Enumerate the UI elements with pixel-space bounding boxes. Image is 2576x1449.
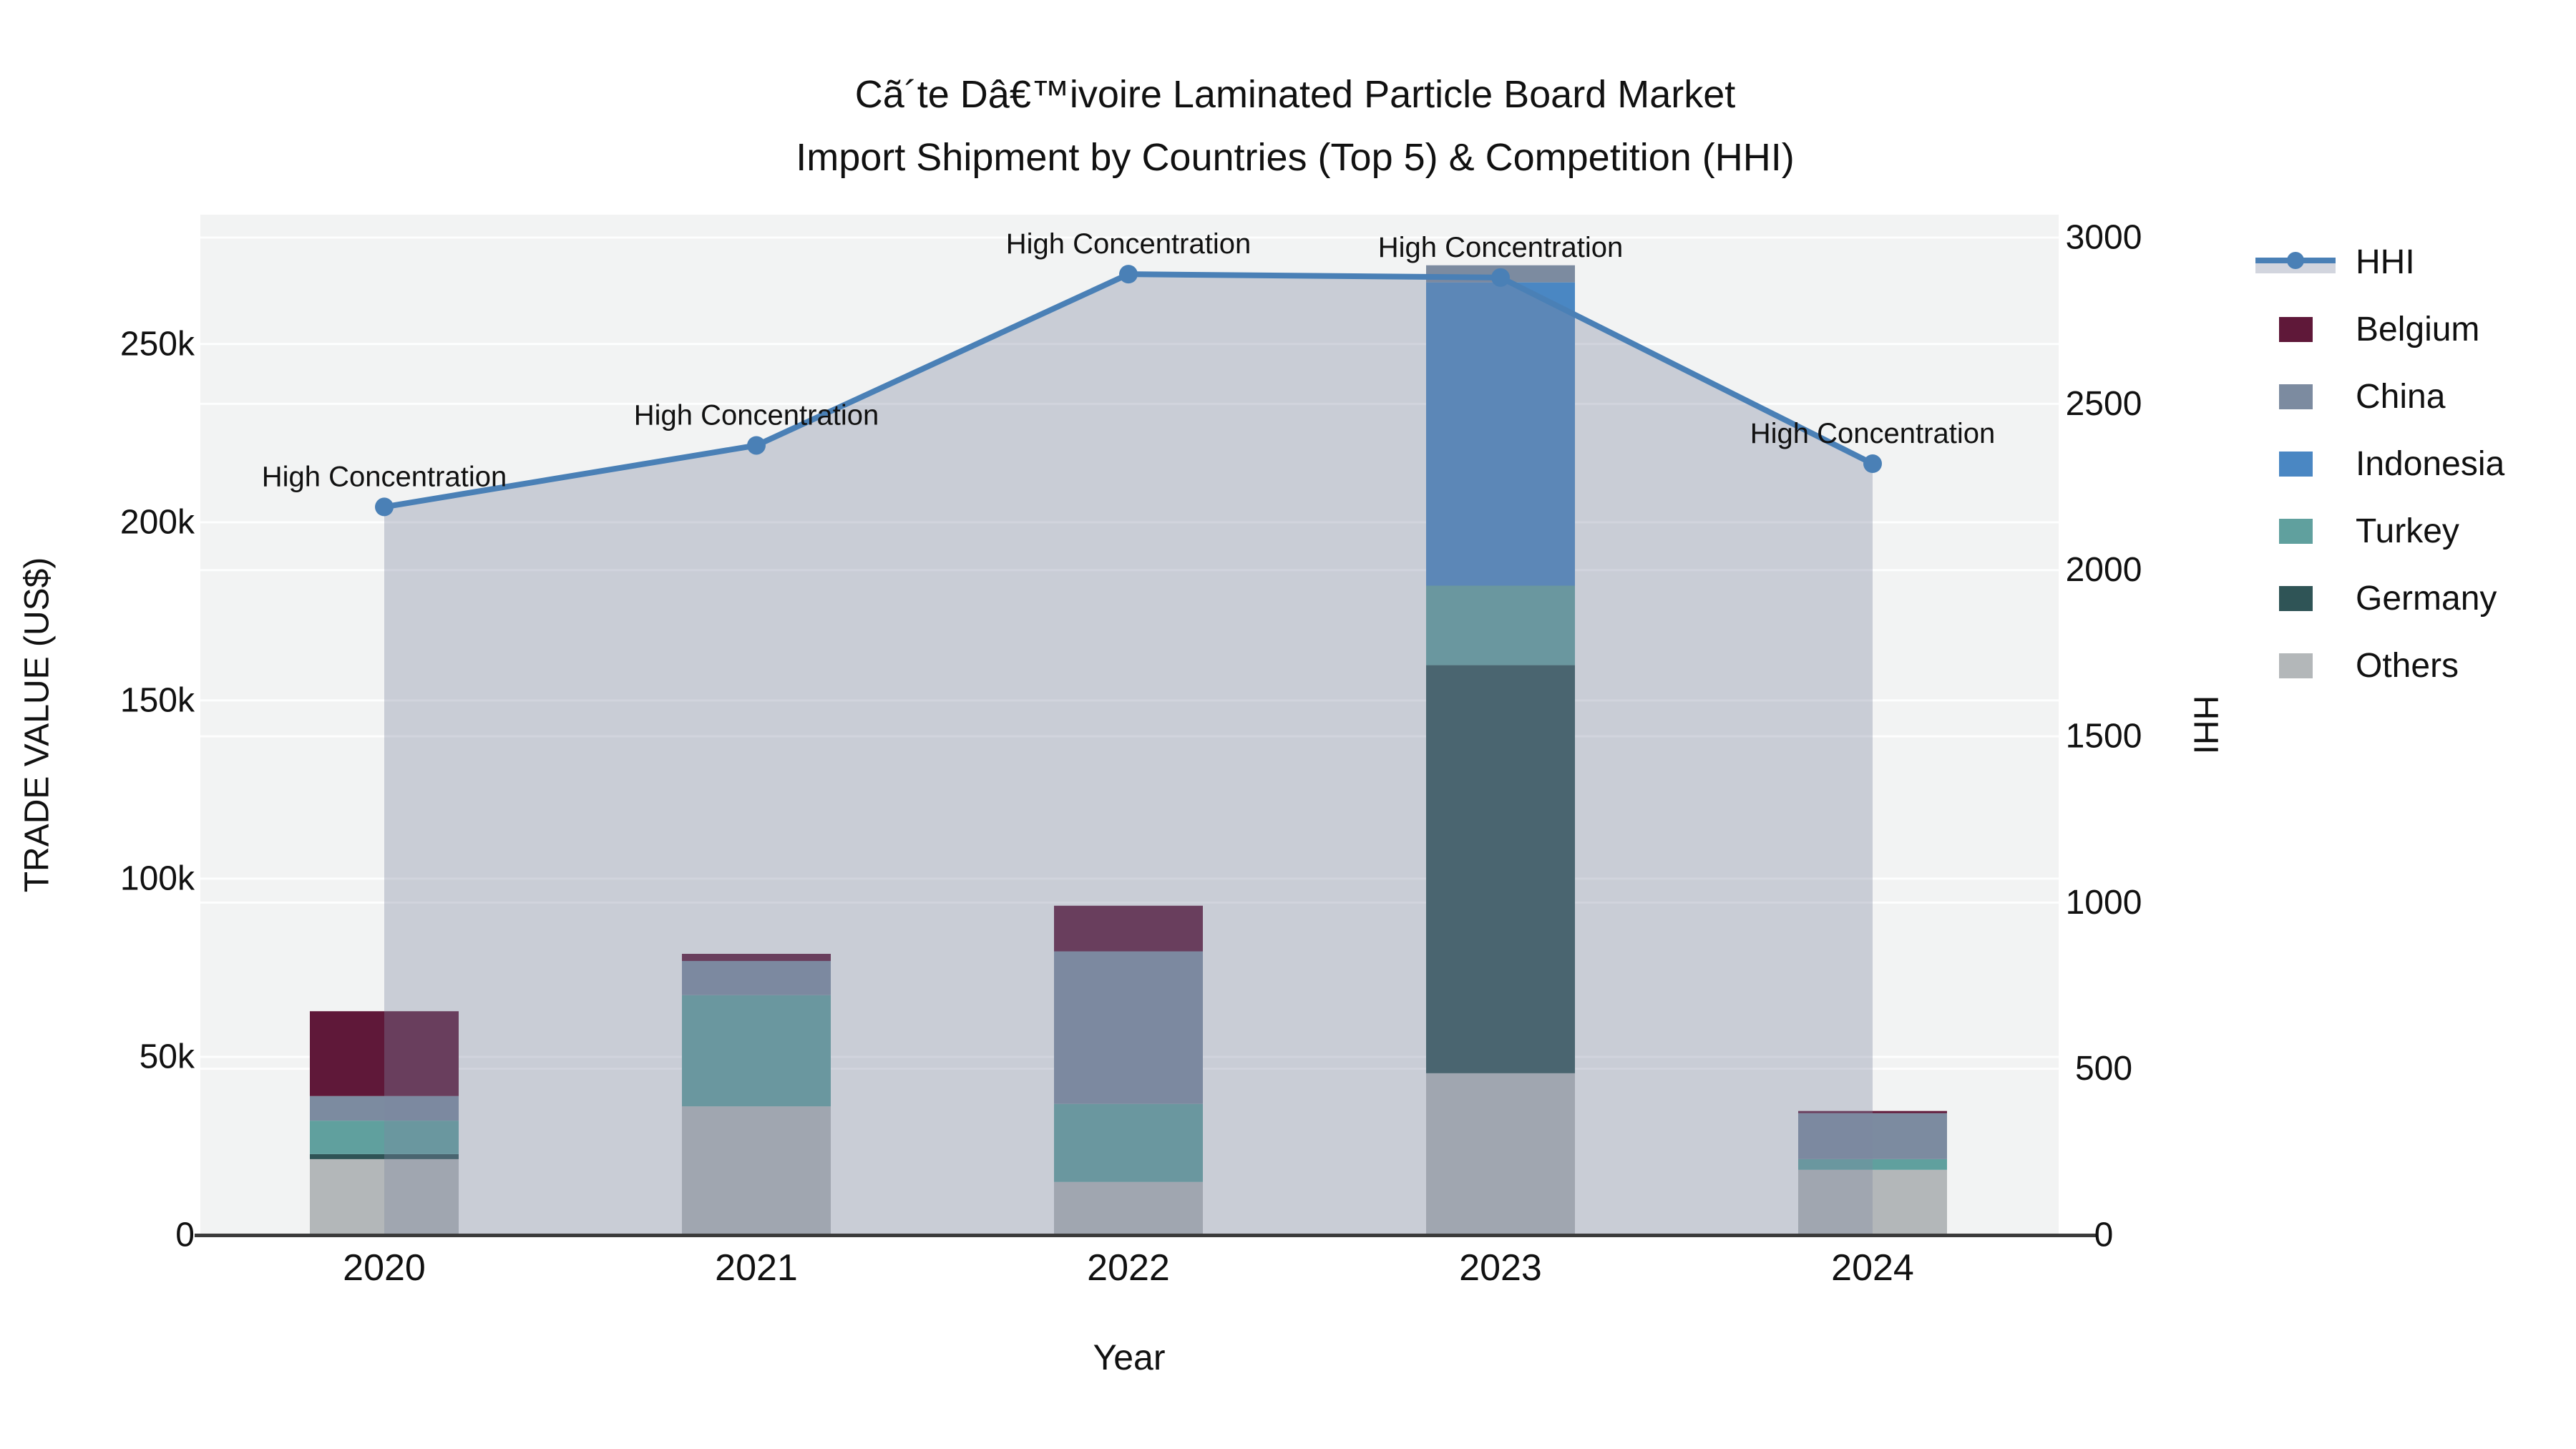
legend-item-china[interactable]: China [2254, 363, 2504, 430]
x-tick-2021: 2021 [715, 1247, 798, 1289]
bar-belgium-2024[interactable] [1798, 1111, 1947, 1113]
hhi-marker-2020[interactable] [375, 497, 394, 517]
legend-swatch-indonesia [2254, 430, 2338, 497]
legend-item-belgium[interactable]: Belgium [2254, 296, 2504, 363]
bar-turkey-2022[interactable] [1054, 1103, 1203, 1182]
legend-item-hhi[interactable]: HHI [2254, 228, 2504, 296]
legend-item-turkey[interactable]: Turkey [2254, 497, 2504, 565]
bar-china-2020[interactable] [310, 1096, 459, 1121]
x-axis-title: Year [1093, 1337, 1166, 1377]
bar-turkey-2020[interactable] [310, 1121, 459, 1154]
annotation-high-concentration-2020: High Concentration [262, 461, 507, 492]
right-tick-0: 0 [2094, 1216, 2114, 1254]
left-axis-title: TRADE VALUE (US$) [18, 557, 57, 893]
right-tick-2500: 2500 [2066, 385, 2142, 423]
bar-china-2024[interactable] [1798, 1113, 1947, 1159]
bar-others-2023[interactable] [1426, 1073, 1575, 1235]
hhi-marker-2022[interactable] [1119, 265, 1138, 284]
left-tick-150k: 150k [120, 681, 195, 719]
x-tick-2023: 2023 [1459, 1247, 1542, 1289]
annotation-high-concentration-2024: High Concentration [1750, 418, 1995, 449]
hhi-marker-2023[interactable] [1491, 268, 1510, 287]
x-tick-2024: 2024 [1831, 1247, 1914, 1289]
hhi-marker-2024[interactable] [1863, 454, 1882, 474]
legend-label-turkey: Turkey [2356, 512, 2459, 550]
bar-others-2020[interactable] [310, 1158, 459, 1235]
legend-label-belgium: Belgium [2356, 310, 2480, 348]
right-tick-1500: 1500 [2066, 718, 2142, 756]
bar-turkey-2023[interactable] [1426, 585, 1575, 665]
bar-others-2022[interactable] [1054, 1181, 1203, 1235]
chart-title-line2: Import Shipment by Countries (Top 5) & C… [796, 136, 1795, 179]
bar-others-2021[interactable] [682, 1106, 831, 1235]
legend-hhi-line-icon [2254, 228, 2338, 296]
bar-germany-2023[interactable] [1426, 665, 1575, 1073]
annotation-high-concentration-2022: High Concentration [1006, 228, 1251, 260]
bar-turkey-2024[interactable] [1798, 1158, 1947, 1170]
bar-china-2021[interactable] [682, 960, 831, 995]
left-tick-0: 0 [175, 1216, 195, 1254]
left-tick-250k: 250k [120, 325, 195, 363]
x-tick-2020: 2020 [343, 1247, 426, 1289]
legend-item-indonesia[interactable]: Indonesia [2254, 430, 2504, 497]
bar-indonesia-2023[interactable] [1426, 282, 1575, 586]
left-tick-100k: 100k [120, 859, 195, 897]
legend-swatch-germany [2254, 565, 2338, 632]
legend-label-germany: Germany [2356, 579, 2497, 618]
left-tick-200k: 200k [120, 503, 195, 541]
legend-label-china: China [2356, 377, 2446, 416]
bar-china-2022[interactable] [1054, 951, 1203, 1104]
x-axis-line [195, 1234, 2097, 1237]
annotation-high-concentration-2021: High Concentration [634, 399, 879, 431]
bar-turkey-2021[interactable] [682, 995, 831, 1107]
legend-label-indonesia: Indonesia [2356, 444, 2505, 483]
legend-item-others[interactable]: Others [2254, 632, 2504, 699]
bar-belgium-2021[interactable] [682, 954, 831, 961]
right-tick-3000: 3000 [2066, 219, 2142, 257]
right-tick-1000: 1000 [2066, 884, 2142, 922]
right-tick-500: 500 [2075, 1050, 2132, 1088]
legend-swatch-others [2254, 632, 2338, 699]
chart-title: Cã´te Dâ€™ivoire Laminated Particle Boar… [0, 63, 2576, 189]
legend-label-others: Others [2356, 646, 2459, 685]
right-tick-2000: 2000 [2066, 551, 2142, 589]
right-axis-title: HHI [2186, 695, 2225, 755]
hhi-marker-2021[interactable] [747, 436, 766, 455]
legend-swatch-belgium [2254, 296, 2338, 363]
legend-swatch-turkey [2254, 497, 2338, 565]
chart-title-line1: Cã´te Dâ€™ivoire Laminated Particle Boar… [854, 73, 1736, 116]
left-tick-50k: 50k [140, 1038, 195, 1075]
legend-item-germany[interactable]: Germany [2254, 565, 2504, 632]
hhi-area-fill [384, 274, 1873, 1235]
bar-belgium-2022[interactable] [1054, 905, 1203, 952]
x-tick-2022: 2022 [1087, 1247, 1170, 1289]
annotation-high-concentration-2023: High Concentration [1378, 232, 1623, 263]
legend: HHI Belgium China Indonesia Turkey Germany Oth… [2254, 228, 2504, 699]
legend-swatch-china [2254, 363, 2338, 430]
bar-belgium-2020[interactable] [310, 1011, 459, 1096]
bar-others-2024[interactable] [1798, 1169, 1947, 1235]
legend-label-hhi: HHI [2356, 243, 2415, 281]
bar-germany-2020[interactable] [310, 1153, 459, 1159]
